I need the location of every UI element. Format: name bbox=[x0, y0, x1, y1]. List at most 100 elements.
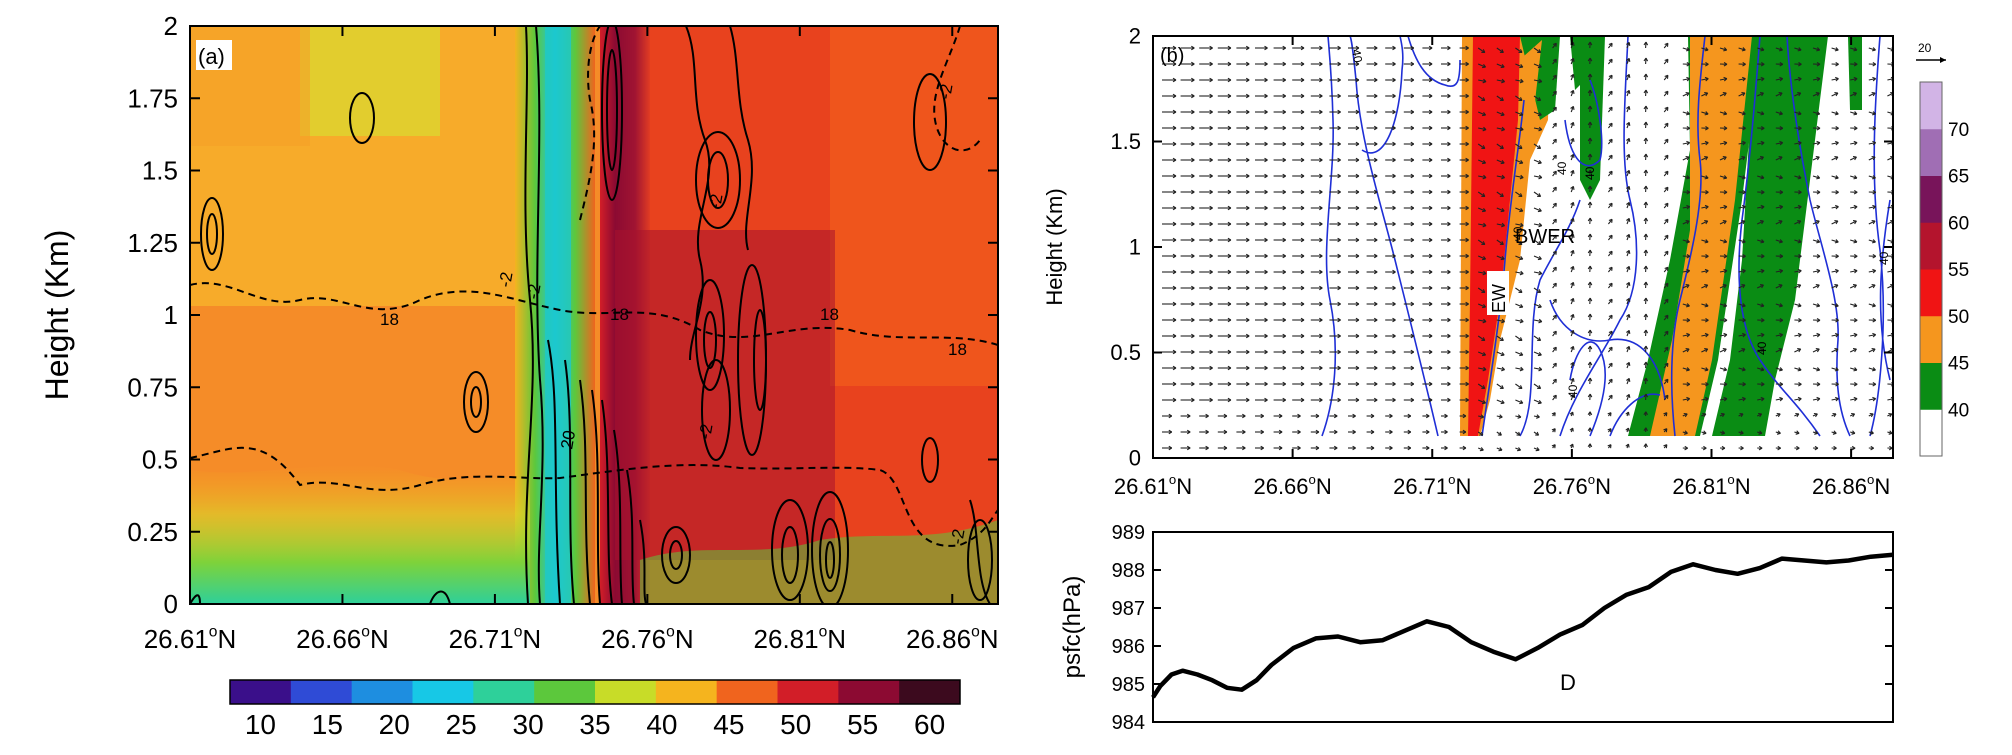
wind-vector-head bbox=[1245, 349, 1250, 355]
wind-vector-head bbox=[1587, 361, 1593, 366]
wind-vector-head bbox=[1779, 381, 1784, 387]
wind-vector-head bbox=[1888, 430, 1893, 435]
wind-vector bbox=[1868, 398, 1876, 401]
wind-vector-head bbox=[1537, 337, 1542, 342]
wind-vector-head bbox=[1853, 303, 1858, 308]
colorbar-a-swatch bbox=[777, 680, 839, 704]
wind-vector-head bbox=[1428, 173, 1433, 179]
x-tick-label: 26.61oN bbox=[144, 623, 237, 654]
wind-vector-head bbox=[1685, 220, 1690, 225]
wind-vector-head bbox=[1834, 92, 1839, 97]
x-tick-label: 26.76oN bbox=[601, 623, 694, 654]
wind-vector-head bbox=[1742, 317, 1746, 323]
wind-vector-head bbox=[1723, 332, 1728, 338]
wind-vector-head bbox=[1282, 397, 1286, 403]
wind-vector-head bbox=[1519, 303, 1524, 309]
wind-vector bbox=[1831, 175, 1839, 179]
wind-vector-head bbox=[1389, 429, 1393, 435]
wind-vector-head bbox=[1643, 329, 1649, 334]
wind-vector-head bbox=[1608, 106, 1613, 111]
wind-vector-head bbox=[1871, 175, 1876, 180]
wind-vector-head bbox=[1245, 125, 1250, 131]
wind-vector-head bbox=[1482, 366, 1487, 372]
wind-vector-head bbox=[1664, 154, 1669, 159]
wind-vector-head bbox=[1191, 141, 1195, 147]
wind-vector-head bbox=[1570, 281, 1575, 286]
wind-vector-head bbox=[1759, 156, 1764, 161]
wind-vector-head bbox=[1834, 284, 1839, 289]
wind-vector-head bbox=[1815, 156, 1820, 161]
wind-vector-head bbox=[1797, 367, 1802, 372]
wind-vector-head bbox=[1319, 141, 1323, 147]
wind-vector bbox=[1794, 78, 1802, 81]
wind-vector-head bbox=[1410, 253, 1415, 259]
wind-vector-head bbox=[1319, 381, 1323, 387]
wind-vector-head bbox=[1482, 270, 1487, 276]
wind-vector bbox=[1868, 47, 1876, 51]
wind-vector-head bbox=[1300, 109, 1305, 115]
wind-vector-head bbox=[1643, 41, 1649, 46]
wind-vector-head bbox=[1227, 381, 1232, 387]
wind-vector-head bbox=[1392, 317, 1396, 323]
wind-vector-head bbox=[1499, 193, 1504, 198]
wind-vector-head bbox=[1871, 348, 1876, 353]
wind-vector-head bbox=[1355, 141, 1360, 147]
wind-vector-head bbox=[1643, 185, 1649, 190]
wind-vector bbox=[1533, 159, 1542, 164]
wind-vector-head bbox=[1853, 76, 1858, 82]
wind-vector-head bbox=[1570, 105, 1575, 110]
wind-vector-head bbox=[1392, 61, 1396, 67]
wind-vector-head bbox=[1428, 317, 1433, 323]
wind-vector bbox=[1850, 270, 1858, 273]
wind-vector-head bbox=[1872, 317, 1877, 323]
wind-vector bbox=[1812, 220, 1820, 225]
wind-vector-head bbox=[1835, 332, 1839, 338]
colorbar-b-label: 40 bbox=[1948, 400, 1969, 421]
wind-vector-head bbox=[1300, 173, 1305, 179]
wind-vector-head bbox=[1685, 284, 1690, 289]
wind-vector bbox=[1757, 239, 1765, 243]
wind-vector-head bbox=[1245, 285, 1250, 291]
wind-vector bbox=[1868, 175, 1876, 179]
wind-vector bbox=[1719, 239, 1727, 243]
wind-vector-head bbox=[1337, 237, 1341, 243]
wind-vector-head bbox=[1723, 253, 1728, 259]
wind-vector-head bbox=[1587, 249, 1593, 254]
wind-vector-head bbox=[1172, 45, 1177, 51]
wind-vector bbox=[1868, 303, 1876, 307]
wind-vector-head bbox=[1428, 157, 1433, 163]
wind-vector bbox=[1477, 255, 1486, 260]
wind-vector-head bbox=[1209, 77, 1213, 83]
colorbar-b-swatch bbox=[1920, 269, 1942, 317]
wind-vector-head bbox=[1410, 205, 1415, 211]
wind-vector-head bbox=[1209, 269, 1213, 275]
wind-vector-head bbox=[1723, 303, 1728, 308]
wind-vector-head bbox=[1872, 268, 1877, 274]
wind-vector bbox=[1738, 348, 1746, 353]
wind-vector-head bbox=[1871, 92, 1876, 97]
wind-vector-head bbox=[1245, 301, 1250, 307]
wind-vector-head bbox=[1355, 205, 1360, 211]
colorbar-b-label: 70 bbox=[1948, 120, 1969, 141]
wind-vector-head bbox=[1337, 269, 1341, 275]
wind-vector-head bbox=[1608, 362, 1613, 367]
wind-vector-head bbox=[1551, 412, 1556, 417]
wind-vector bbox=[1868, 142, 1876, 145]
wind-vector-head bbox=[1501, 366, 1505, 372]
wind-vector-head bbox=[1428, 237, 1433, 243]
wind-vector-head bbox=[1482, 159, 1487, 165]
wind-vector bbox=[1775, 156, 1783, 161]
wind-vector-head bbox=[1410, 45, 1415, 51]
wind-vector-head bbox=[1282, 301, 1286, 307]
wind-vector bbox=[1682, 348, 1690, 353]
contour-label-neg2-a: -2 bbox=[495, 271, 516, 289]
wind-vector-head bbox=[1779, 189, 1784, 195]
wind-vector-head bbox=[1570, 345, 1575, 350]
wind-vector-head bbox=[1643, 57, 1649, 62]
wind-vector bbox=[1794, 206, 1802, 209]
b-contour-label-6: 40 bbox=[1755, 341, 1769, 355]
wind-vector-head bbox=[1587, 201, 1593, 206]
wind-vector-head bbox=[1482, 351, 1487, 357]
wind-vector-head bbox=[1447, 189, 1451, 195]
wind-vector-head bbox=[1264, 365, 1268, 371]
